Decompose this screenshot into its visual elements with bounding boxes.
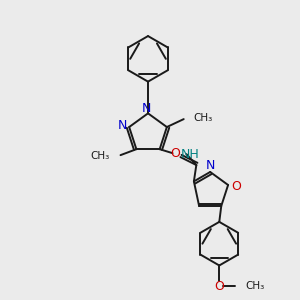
Text: O: O [171,147,181,160]
Text: N: N [206,158,215,172]
Text: CH₃: CH₃ [90,151,110,161]
Text: CH₃: CH₃ [194,113,213,123]
Text: O: O [214,280,224,293]
Text: N: N [118,118,127,132]
Text: N: N [141,102,151,115]
Text: CH₃: CH₃ [245,281,264,291]
Text: O: O [231,181,241,194]
Text: NH: NH [181,148,199,160]
